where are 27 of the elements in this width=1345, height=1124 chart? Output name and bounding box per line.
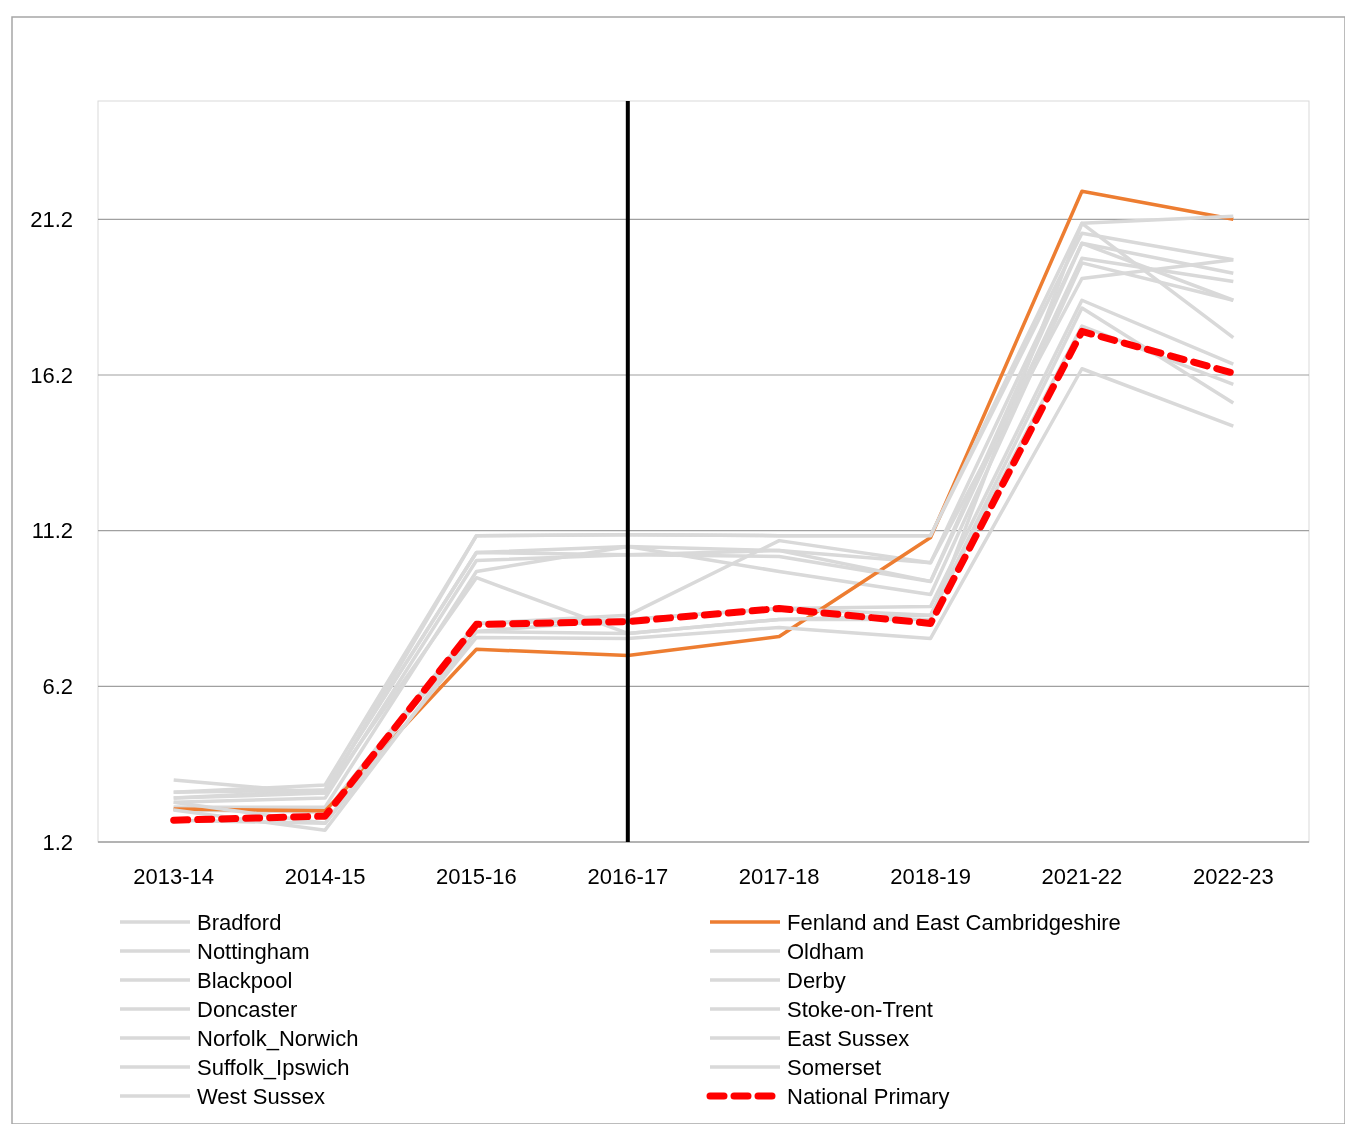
y-tick-label: 11.2 xyxy=(31,518,73,544)
x-tick-label: 2021-22 xyxy=(1041,864,1123,889)
y-tick-label: 16.2 xyxy=(30,362,73,388)
x-tick-label: 2016-17 xyxy=(587,864,669,889)
legend-label: Suffolk_Ipswich xyxy=(197,1054,350,1080)
legend-label: West Sussex xyxy=(197,1083,325,1109)
x-tick-label: 2015-16 xyxy=(436,864,517,889)
x-tick-label: 2017-18 xyxy=(738,864,820,889)
legend-label: Stoke-on-Trent xyxy=(787,996,933,1022)
legend-label: National Primary xyxy=(787,1083,950,1109)
legend-label: Blackpool xyxy=(197,967,293,993)
y-tick-label: 1.2 xyxy=(42,829,73,855)
x-tick-label: 2013-14 xyxy=(133,864,215,889)
legend-label: Derby xyxy=(787,967,846,993)
legend-label: Norfolk_Norwich xyxy=(197,1025,359,1051)
x-tick-label: 2022-23 xyxy=(1192,864,1274,889)
legend-label: Somerset xyxy=(787,1054,882,1080)
legend-label: Oldham xyxy=(787,938,865,964)
legend-label: Fenland and East Cambridgeshire xyxy=(787,909,1121,935)
y-tick-label: 21.2 xyxy=(30,207,73,233)
legend-label: Bradford xyxy=(197,909,282,935)
x-tick-label: 2014-15 xyxy=(284,864,366,889)
y-tick-label: 6.2 xyxy=(42,674,73,700)
legend-label: Doncaster xyxy=(197,996,298,1022)
legend-label: Nottingham xyxy=(197,938,310,964)
x-tick-label: 2018-19 xyxy=(890,864,971,889)
legend-label: East Sussex xyxy=(787,1025,910,1051)
